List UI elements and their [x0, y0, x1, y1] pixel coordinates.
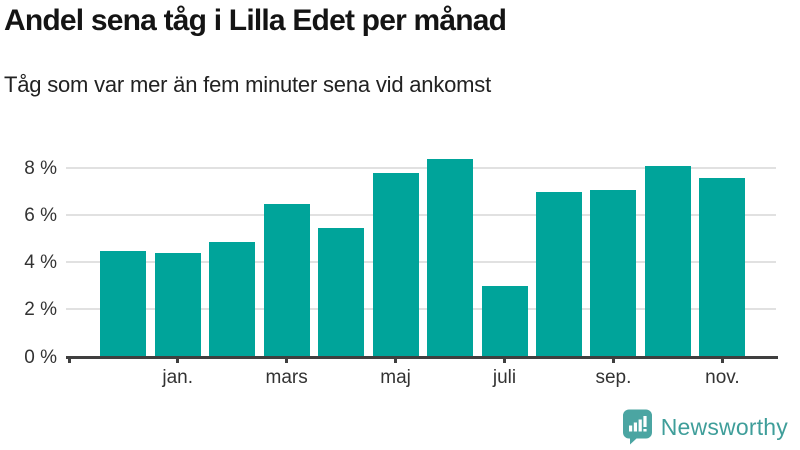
bar-okt.	[644, 166, 691, 357]
x-tick-label: jan.	[162, 367, 194, 388]
x-tick-label: nov.	[705, 367, 740, 388]
bar-mars	[263, 203, 310, 357]
chart-subtitle: Tåg som var mer än fem minuter sena vid …	[4, 72, 492, 97]
newsworthy-logo: Newsworthy	[622, 409, 788, 445]
y-tick-label: 0 %	[24, 346, 57, 368]
bar-apr.	[318, 227, 365, 357]
chart-title: Andel sena tåg i Lilla Edet per månad	[4, 4, 507, 37]
x-tick-nov.	[720, 357, 724, 363]
y-tick-label: 4 %	[24, 252, 57, 274]
x-tick-label: sep.	[595, 367, 632, 388]
x-tick-mars	[285, 357, 289, 363]
y-tick-label: 6 %	[24, 205, 57, 227]
x-tick-label: maj	[380, 367, 411, 388]
newsworthy-logo-text: Newsworthy	[660, 413, 788, 440]
x-tick-label: mars	[265, 367, 308, 388]
gridline-4	[66, 261, 776, 264]
x-axis-line	[66, 356, 778, 359]
bar-aug.	[535, 192, 582, 357]
gridline-6	[66, 214, 776, 217]
x-axis-start-tick	[68, 357, 71, 363]
bar-sep.	[590, 189, 637, 357]
y-tick-label: 8 %	[24, 158, 57, 180]
gridline-2	[66, 308, 776, 311]
bar-juni	[427, 159, 474, 357]
gridline-8	[66, 167, 776, 170]
x-tick-jan.	[176, 357, 180, 363]
bar-nov.	[699, 178, 746, 357]
bar-dec.	[100, 251, 147, 357]
bar-juli	[481, 286, 528, 357]
bar-feb.	[209, 241, 256, 357]
x-tick-maj	[394, 357, 398, 363]
bar-jan.	[154, 253, 201, 357]
bar-maj	[372, 173, 419, 357]
newsworthy-bubble-bar-chart-icon	[622, 409, 652, 445]
x-tick-juli	[503, 357, 507, 363]
x-tick-sep.	[611, 357, 615, 363]
y-tick-label: 2 %	[24, 299, 57, 321]
x-tick-label: juli	[492, 367, 517, 388]
